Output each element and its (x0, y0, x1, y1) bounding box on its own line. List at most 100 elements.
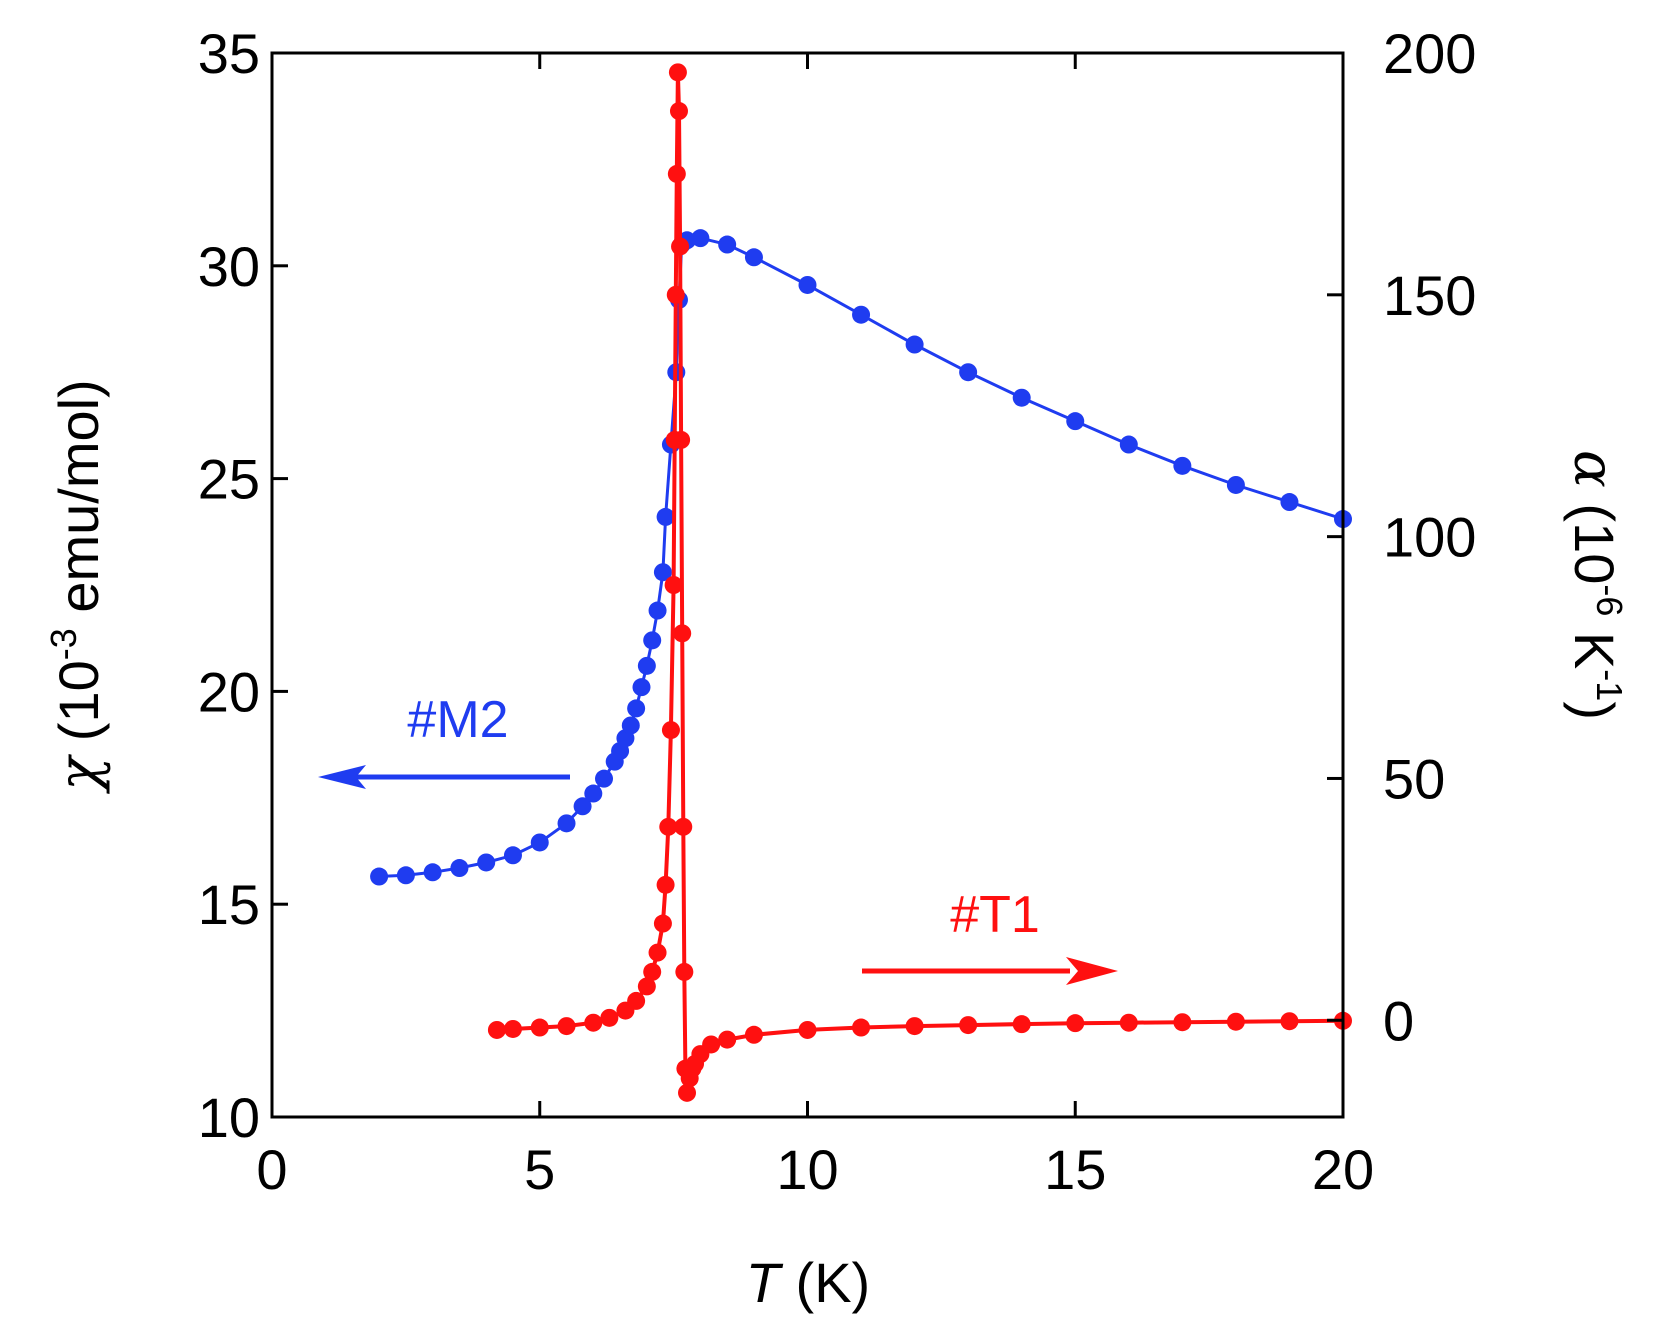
data-point (621, 716, 640, 735)
t1-arrow (862, 957, 1118, 985)
data-point (637, 977, 656, 996)
data-point (600, 1008, 619, 1027)
data-point (1012, 388, 1031, 407)
data-point (673, 624, 692, 643)
data-point (648, 943, 667, 962)
x-axis-title: T (K) (746, 1251, 870, 1314)
data-point (1173, 1013, 1192, 1032)
data-point (530, 833, 549, 852)
right-y-axis-title: α (10-6 K-1) (1561, 450, 1630, 720)
m2-label: #M2 (407, 691, 508, 749)
data-point (744, 248, 763, 267)
data-point (648, 601, 667, 620)
x-tick-label: 15 (1044, 1138, 1106, 1201)
data-point (487, 1020, 506, 1039)
data-point (653, 563, 672, 582)
left-y-axis: 10 15 20 25 30 35 (198, 22, 288, 1149)
left-y-axis-title: χ (10-3 emu/mol) (43, 379, 112, 794)
data-point (668, 63, 687, 82)
right-y-tick-label: 0 (1383, 989, 1414, 1052)
series-t1 (487, 63, 1352, 1102)
data-point (643, 631, 662, 650)
data-point (744, 1025, 763, 1044)
data-point (659, 817, 678, 836)
data-point (396, 866, 415, 885)
data-point (1066, 412, 1085, 431)
data-point (1012, 1015, 1031, 1034)
data-point (632, 678, 651, 697)
right-y-axis: 0 50 100 150 200 (1327, 22, 1476, 1052)
series-line (496, 72, 1344, 1094)
data-point (691, 229, 710, 248)
m2-arrow (318, 765, 570, 789)
data-point (959, 363, 978, 382)
data-point (450, 859, 469, 878)
data-point (1280, 493, 1299, 512)
series-line (379, 236, 1344, 878)
data-point (661, 721, 680, 740)
data-point (667, 164, 686, 183)
data-point (656, 507, 675, 526)
data-point (1280, 1012, 1299, 1031)
left-y-tick-label: 20 (198, 660, 260, 723)
left-y-tick-label: 35 (198, 22, 260, 85)
left-y-tick-label: 30 (198, 235, 260, 298)
data-point (627, 991, 646, 1010)
data-point (423, 863, 442, 882)
data-point (798, 275, 817, 294)
data-point (852, 305, 871, 324)
data-point (370, 867, 389, 886)
data-point (905, 335, 924, 354)
x-tick-label: 20 (1312, 1138, 1374, 1201)
data-point (905, 1017, 924, 1036)
plot-frame (270, 51, 1345, 1119)
data-point (1226, 475, 1245, 494)
data-point (1119, 1013, 1138, 1032)
data-point (672, 430, 691, 449)
data-point (530, 1018, 549, 1037)
data-point (669, 102, 688, 121)
data-point (557, 1017, 576, 1036)
data-point (643, 962, 662, 981)
left-y-tick-label: 15 (198, 873, 260, 936)
data-point (678, 1083, 697, 1102)
data-point (1173, 456, 1192, 475)
data-point (653, 914, 672, 933)
x-tick-label: 5 (524, 1138, 555, 1201)
right-y-tick-label: 100 (1383, 506, 1476, 569)
data-point (477, 853, 496, 872)
data-point (852, 1018, 871, 1037)
data-point (702, 1035, 721, 1054)
data-point (637, 656, 656, 675)
data-point (503, 1019, 522, 1038)
data-point (627, 699, 646, 718)
right-y-tick-label: 50 (1383, 747, 1445, 810)
data-point (584, 784, 603, 803)
data-point (573, 797, 592, 816)
data-point (718, 235, 737, 254)
series-m2 (370, 229, 1352, 886)
data-point (1066, 1014, 1085, 1033)
data-point (718, 1030, 737, 1049)
data-point (671, 237, 690, 256)
data-point (664, 576, 683, 594)
right-y-tick-label: 150 (1383, 264, 1476, 327)
data-point (674, 817, 693, 836)
left-y-tick-label: 25 (198, 448, 260, 511)
data-point (1226, 1012, 1245, 1031)
data-point (595, 769, 614, 788)
x-axis: 0 5 10 15 20 (256, 53, 1374, 1201)
data-point (1119, 435, 1138, 454)
data-point (666, 285, 685, 304)
data-point (557, 814, 576, 833)
right-y-tick-label: 200 (1383, 22, 1476, 85)
data-point (584, 1013, 603, 1032)
data-point (675, 962, 694, 981)
data-point (798, 1020, 817, 1039)
left-y-tick-label: 10 (198, 1086, 260, 1149)
plot-area (370, 63, 1352, 1102)
data-point (959, 1016, 978, 1035)
x-tick-label: 0 (256, 1138, 287, 1201)
x-tick-label: 10 (776, 1138, 838, 1201)
